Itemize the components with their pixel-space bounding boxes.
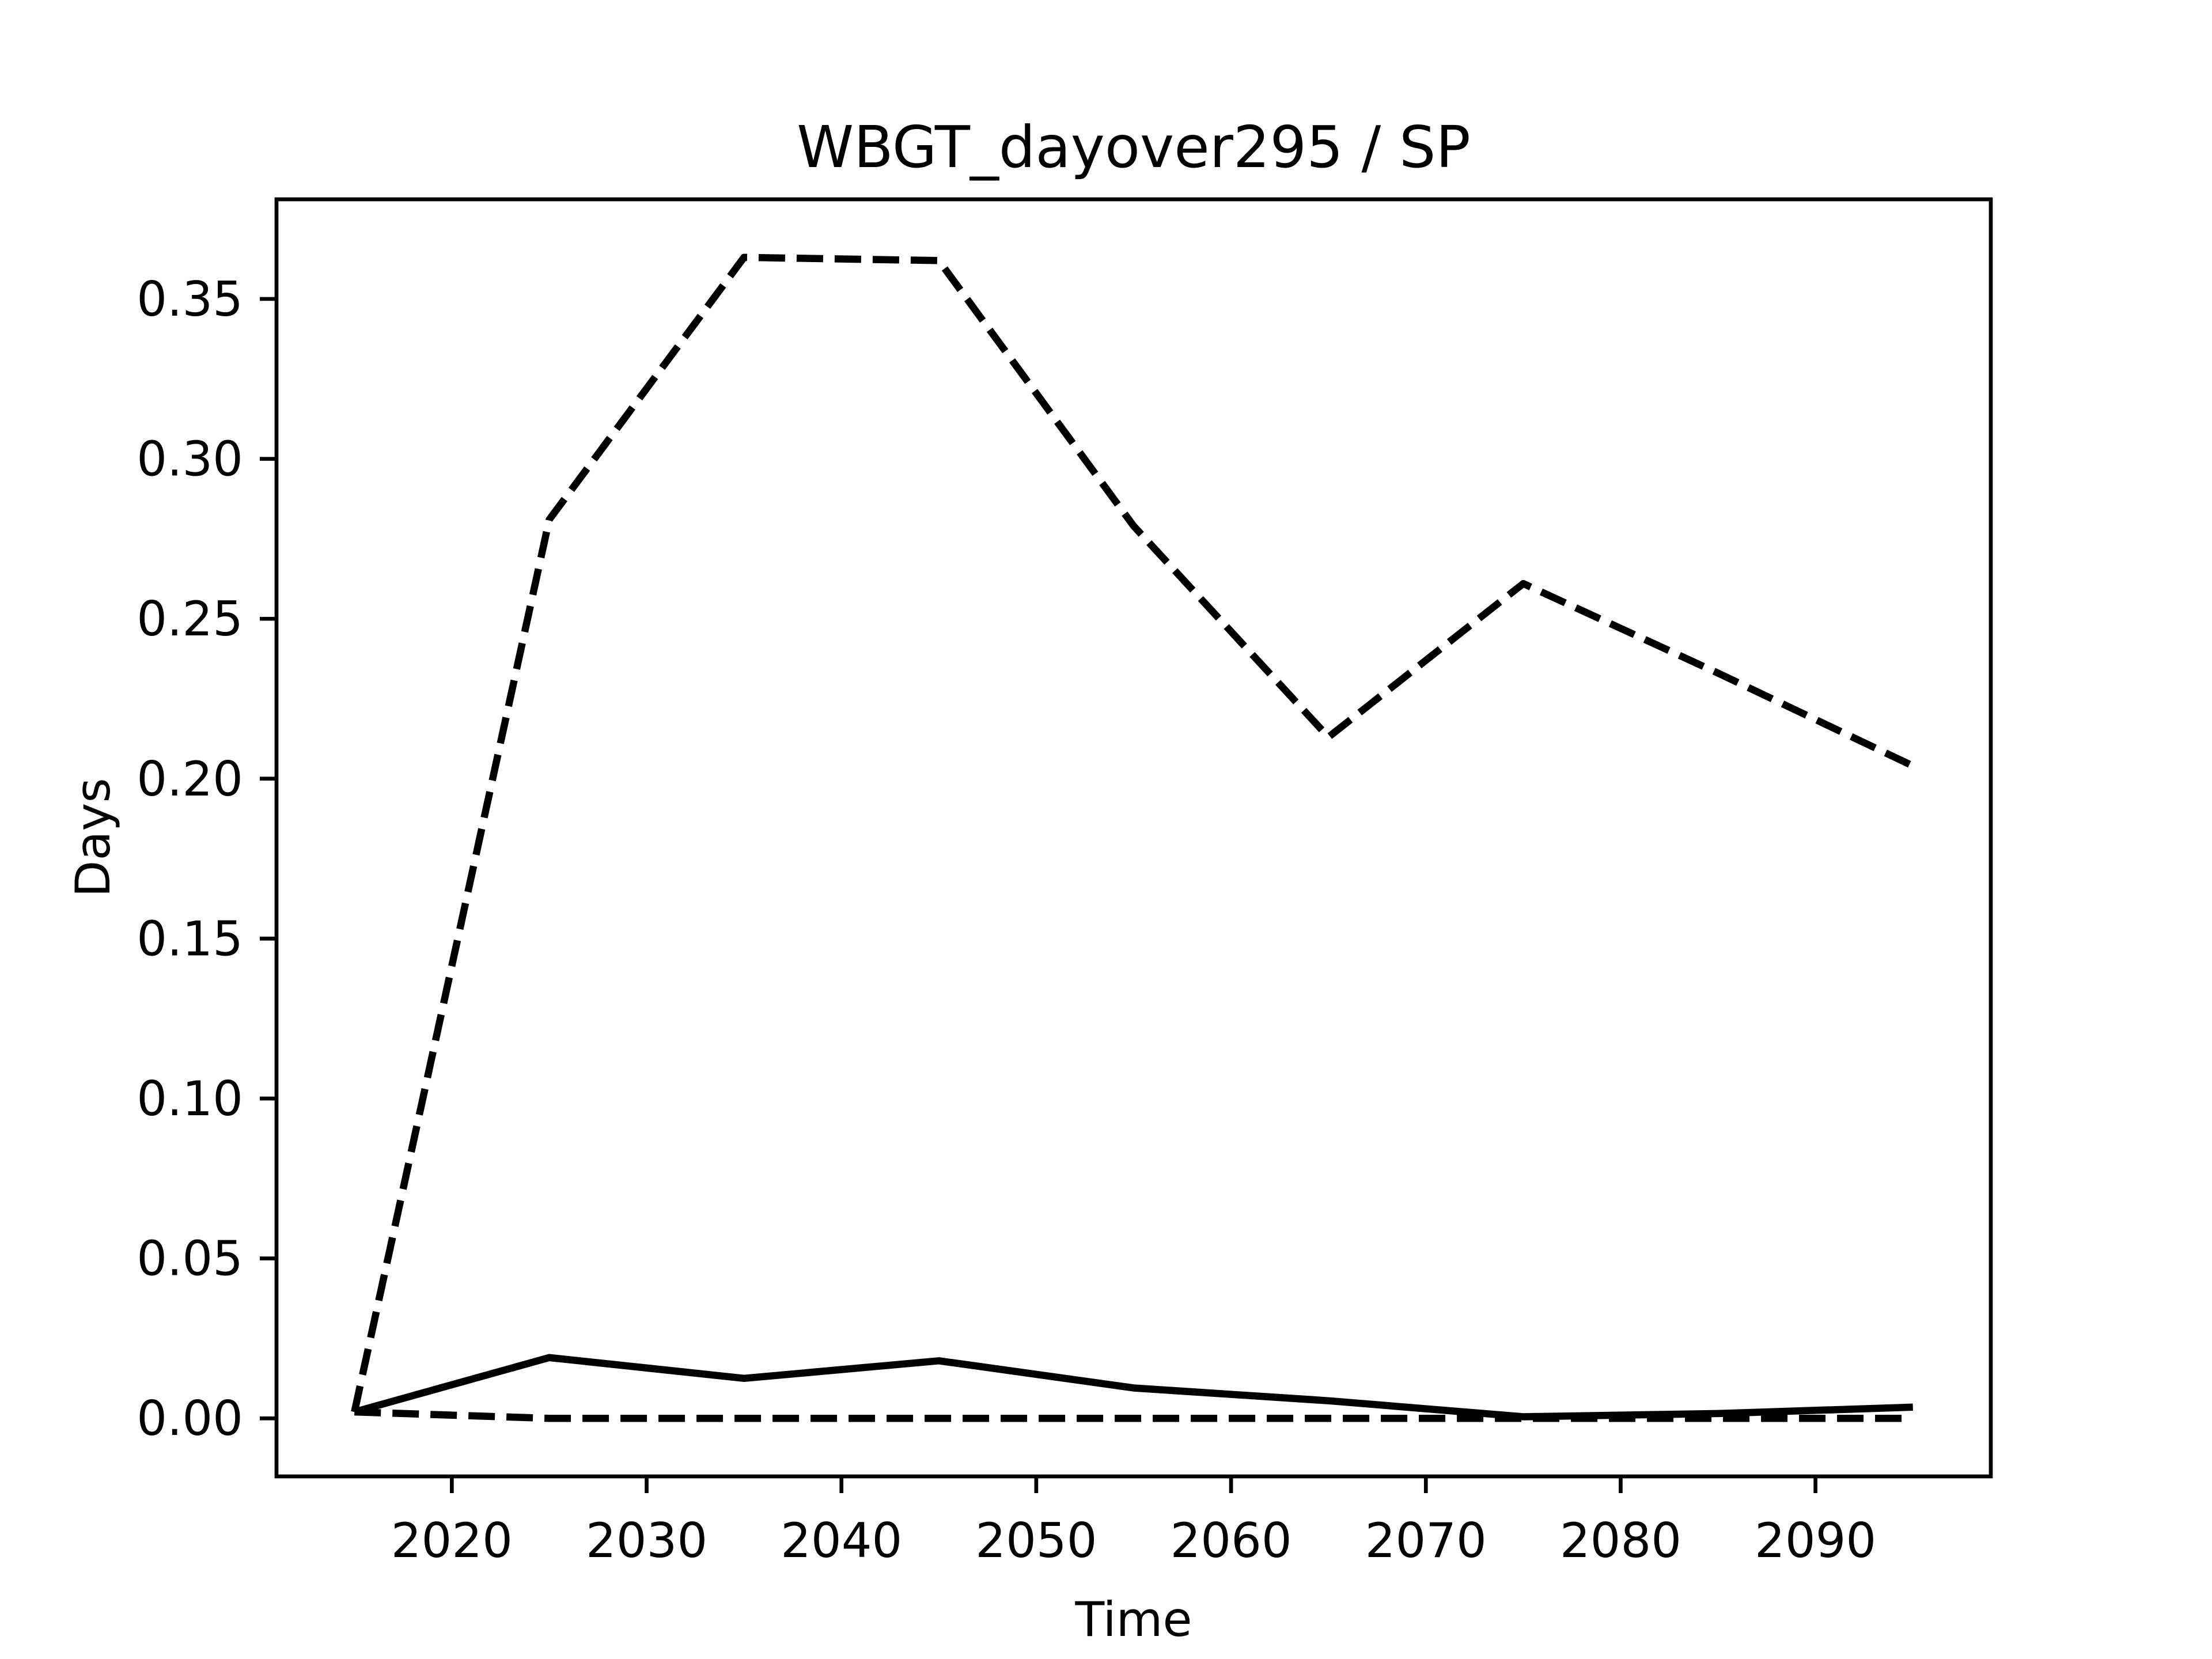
chart-title: WBGT_dayover295 / SP <box>797 113 1471 181</box>
line-series <box>351 253 1915 1413</box>
line-series <box>353 1354 1913 1421</box>
x-tick-label: 2020 <box>391 1513 513 1569</box>
plot-frame <box>274 197 1993 1479</box>
y-tick-label: 0.00 <box>137 1391 243 1446</box>
y-tick-label: 0.30 <box>137 431 243 487</box>
y-tick-label: 0.05 <box>137 1231 243 1287</box>
y-tick-label: 0.10 <box>137 1071 243 1127</box>
x-axis-label: Time <box>1074 1592 1192 1647</box>
x-tick-label: 2050 <box>975 1513 1097 1569</box>
x-tick-label: 2040 <box>781 1513 902 1569</box>
x-tick-label: 2090 <box>1755 1513 1876 1569</box>
y-axis-label: Days <box>65 778 121 897</box>
y-tick-label: 0.35 <box>137 271 243 327</box>
y-tick-label: 0.25 <box>137 591 243 647</box>
y-tick-label: 0.20 <box>137 751 243 807</box>
x-tick-label: 2060 <box>1170 1513 1291 1569</box>
x-tick-label: 2030 <box>586 1513 707 1569</box>
x-tick-label: 2070 <box>1365 1513 1487 1569</box>
y-tick-label: 0.15 <box>137 911 243 967</box>
x-tick-label: 2080 <box>1560 1513 1681 1569</box>
line-series <box>354 1408 1913 1422</box>
